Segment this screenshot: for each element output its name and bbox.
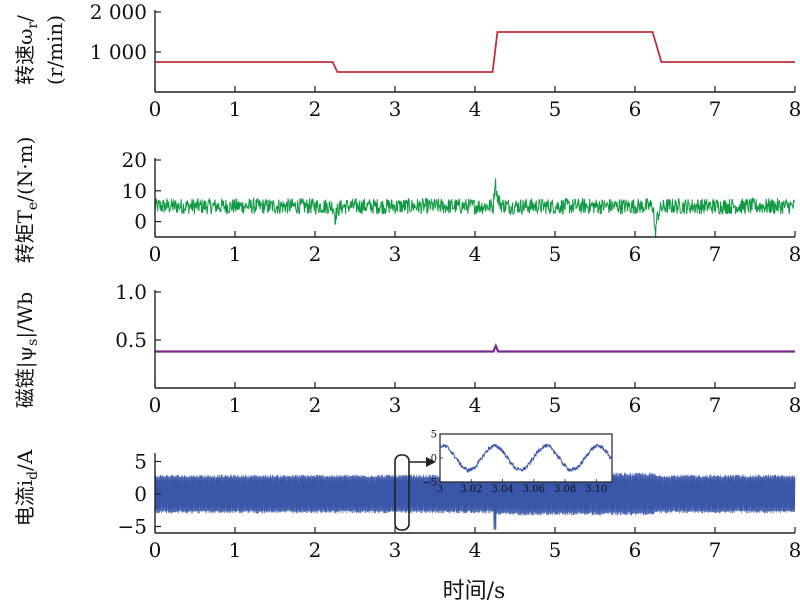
inset-x-tick-label: 3.04 xyxy=(491,484,513,495)
x-tick-label: 1 xyxy=(229,538,242,562)
ylabel-panel-2: 转矩Te/(N·m) xyxy=(13,137,41,264)
x-tick-label: 4 xyxy=(469,393,482,417)
x-tick-label: 6 xyxy=(629,538,642,562)
inset-y-tick-label: 0 xyxy=(431,454,437,465)
x-tick-label: 8 xyxy=(789,242,800,266)
x-tick-label: 1 xyxy=(229,97,242,121)
y-tick-label: −5 xyxy=(118,515,147,539)
y-tick-label: 0 xyxy=(134,482,147,506)
x-tick-label: 8 xyxy=(789,97,800,121)
x-tick-label: 0 xyxy=(149,97,162,121)
x-tick-label: 7 xyxy=(709,97,722,121)
inset-x-tick-label: 3.06 xyxy=(523,484,545,495)
y-tick-label: 0 xyxy=(134,210,147,234)
inset-x-tick-label: 3.08 xyxy=(554,484,576,495)
svg-text:转矩Te/(N·m): 转矩Te/(N·m) xyxy=(13,137,41,264)
x-tick-label: 1 xyxy=(229,242,242,266)
x-tick-label: 4 xyxy=(469,97,482,121)
ylabel-1-unit: (r/min) xyxy=(43,15,67,85)
x-tick-label: 3 xyxy=(389,538,402,562)
ylabel-2-main: 转矩T xyxy=(13,209,37,263)
x-tick-label: 3 xyxy=(389,393,402,417)
svg-text:磁链|ψs|/Wb: 磁链|ψs|/Wb xyxy=(13,292,41,408)
x-tick-label: 6 xyxy=(629,97,642,121)
x-tick-label: 5 xyxy=(549,97,562,121)
x-tick-label: 4 xyxy=(469,538,482,562)
x-tick-label: 0 xyxy=(149,393,162,417)
panel-1: 0 1 2 3 4 5 6 7 8 1 000 2 000 xyxy=(90,0,800,121)
svg-text:转速ωr/: 转速ωr/ xyxy=(13,15,41,85)
y-tick-label: 10 xyxy=(122,179,147,203)
x-tick-label: 8 xyxy=(789,393,800,417)
x-tick-label: 2 xyxy=(309,538,322,562)
ylabel-1-sub: r xyxy=(25,22,41,29)
y-tick-label: 2 000 xyxy=(90,0,147,24)
inset-series-line xyxy=(439,442,613,474)
inset-x-tick-label: 3.10 xyxy=(585,484,607,495)
panel-3: 0 1 2 3 4 5 6 7 8 0.5 1.0 xyxy=(115,280,800,417)
ylabel-3-main: 磁链|ψ xyxy=(13,346,38,408)
ylabel-panel-1: 转速ωr/ (r/min) xyxy=(13,15,67,85)
svg-text:电流id/A: 电流id/A xyxy=(13,449,41,526)
ylabel-1-main: 转速ω xyxy=(13,29,37,85)
panel-2: 0 1 2 3 4 5 6 7 8 0 10 20 xyxy=(122,148,800,266)
x-tick-label: 3 xyxy=(389,97,402,121)
x-tick-label: 7 xyxy=(709,242,722,266)
series-line-2 xyxy=(154,178,796,238)
y-tick-label: 5 xyxy=(134,450,147,474)
x-tick-label: 6 xyxy=(629,242,642,266)
x-tick-label: 5 xyxy=(549,393,562,417)
inset-x-tick-label: 3.02 xyxy=(460,484,482,495)
ylabel-2-sub: e xyxy=(25,202,41,210)
x-tick-label: 1 xyxy=(229,393,242,417)
series-line-3 xyxy=(155,342,795,353)
x-axis-label: 时间/s xyxy=(443,579,506,604)
ylabel-panel-4: 电流id/A xyxy=(13,449,41,526)
x-tick-label: 2 xyxy=(309,242,322,266)
y-tick-label: 20 xyxy=(122,148,147,172)
inset-x-tick-label: 3 xyxy=(437,484,443,495)
ylabel-3-unit: |/Wb xyxy=(13,292,38,339)
y-tick-label: 0.5 xyxy=(115,328,147,352)
series-line-1 xyxy=(155,31,795,73)
inset-plot: 3 3.02 3.04 3.06 3.08 3.10 −5 0 5 xyxy=(394,430,613,531)
ylabel-4-main: 电流i xyxy=(13,480,37,526)
x-tick-label: 8 xyxy=(789,538,800,562)
x-tick-label: 0 xyxy=(149,242,162,266)
x-tick-label: 3 xyxy=(389,242,402,266)
x-tick-label: 5 xyxy=(549,242,562,266)
x-tick-label: 4 xyxy=(469,242,482,266)
ylabel-4-unit: /A xyxy=(13,449,37,471)
x-tick-label: 7 xyxy=(709,538,722,562)
x-tick-label: 5 xyxy=(549,538,562,562)
y-tick-label: 1.0 xyxy=(115,280,147,304)
x-tick-label: 2 xyxy=(309,393,322,417)
x-tick-label: 7 xyxy=(709,393,722,417)
x-tick-label: 2 xyxy=(309,97,322,121)
x-tick-label: 6 xyxy=(629,393,642,417)
y-tick-label: 1 000 xyxy=(90,40,147,64)
ylabel-3-sub: s xyxy=(25,339,41,346)
x-tick-label: 0 xyxy=(149,538,162,562)
inset-y-tick-label: −5 xyxy=(422,478,437,489)
ylabel-panel-3: 磁链|ψs|/Wb xyxy=(13,292,41,408)
zoom-arrow xyxy=(426,457,436,467)
inset-y-tick-label: 5 xyxy=(431,430,437,441)
ylabel-4-sub: d xyxy=(25,471,41,480)
ylabel-2-unit: /(N·m) xyxy=(13,137,37,202)
zoom-region-marker xyxy=(394,454,410,531)
